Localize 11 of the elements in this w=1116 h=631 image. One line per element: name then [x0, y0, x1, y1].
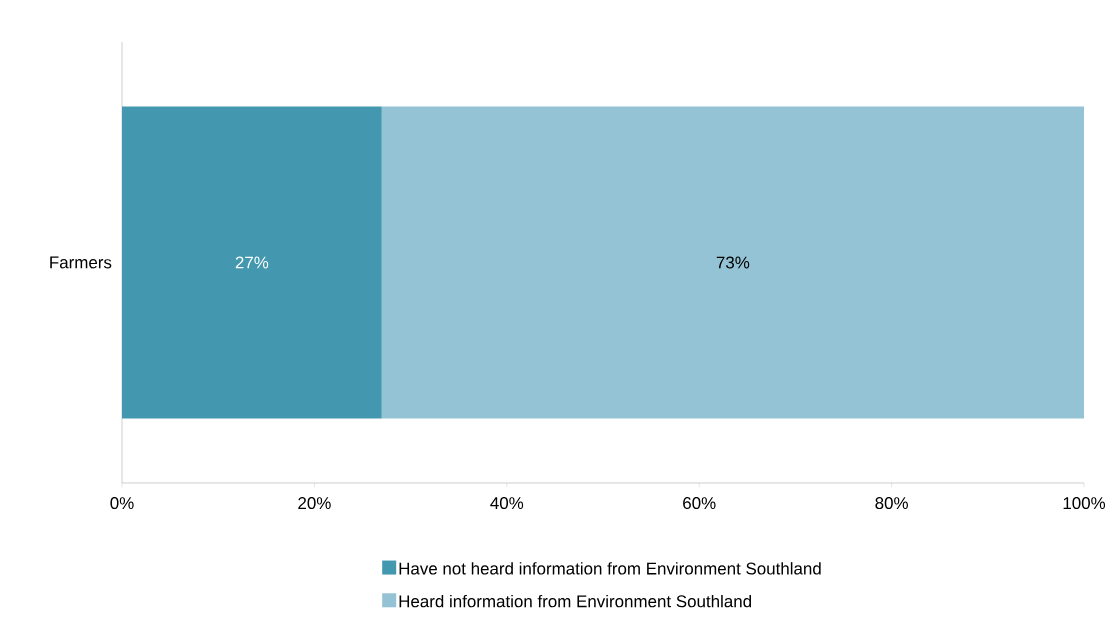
legend-label: Have not heard information from Environment Southland [399, 562, 821, 575]
x-tick-label: 0% [110, 497, 134, 510]
x-tick-label: 60% [683, 497, 716, 510]
x-tick-label: 100% [1063, 497, 1106, 510]
x-tick-label: 80% [875, 497, 908, 510]
data-label: 27% [235, 256, 269, 269]
x-tick-label: 20% [298, 497, 331, 510]
legend-label: Heard information from Environment Southland [399, 594, 751, 608]
data-label: 73% [716, 256, 750, 269]
x-tick-label: 40% [490, 497, 524, 510]
y-tick-label: Farmers [50, 256, 112, 269]
